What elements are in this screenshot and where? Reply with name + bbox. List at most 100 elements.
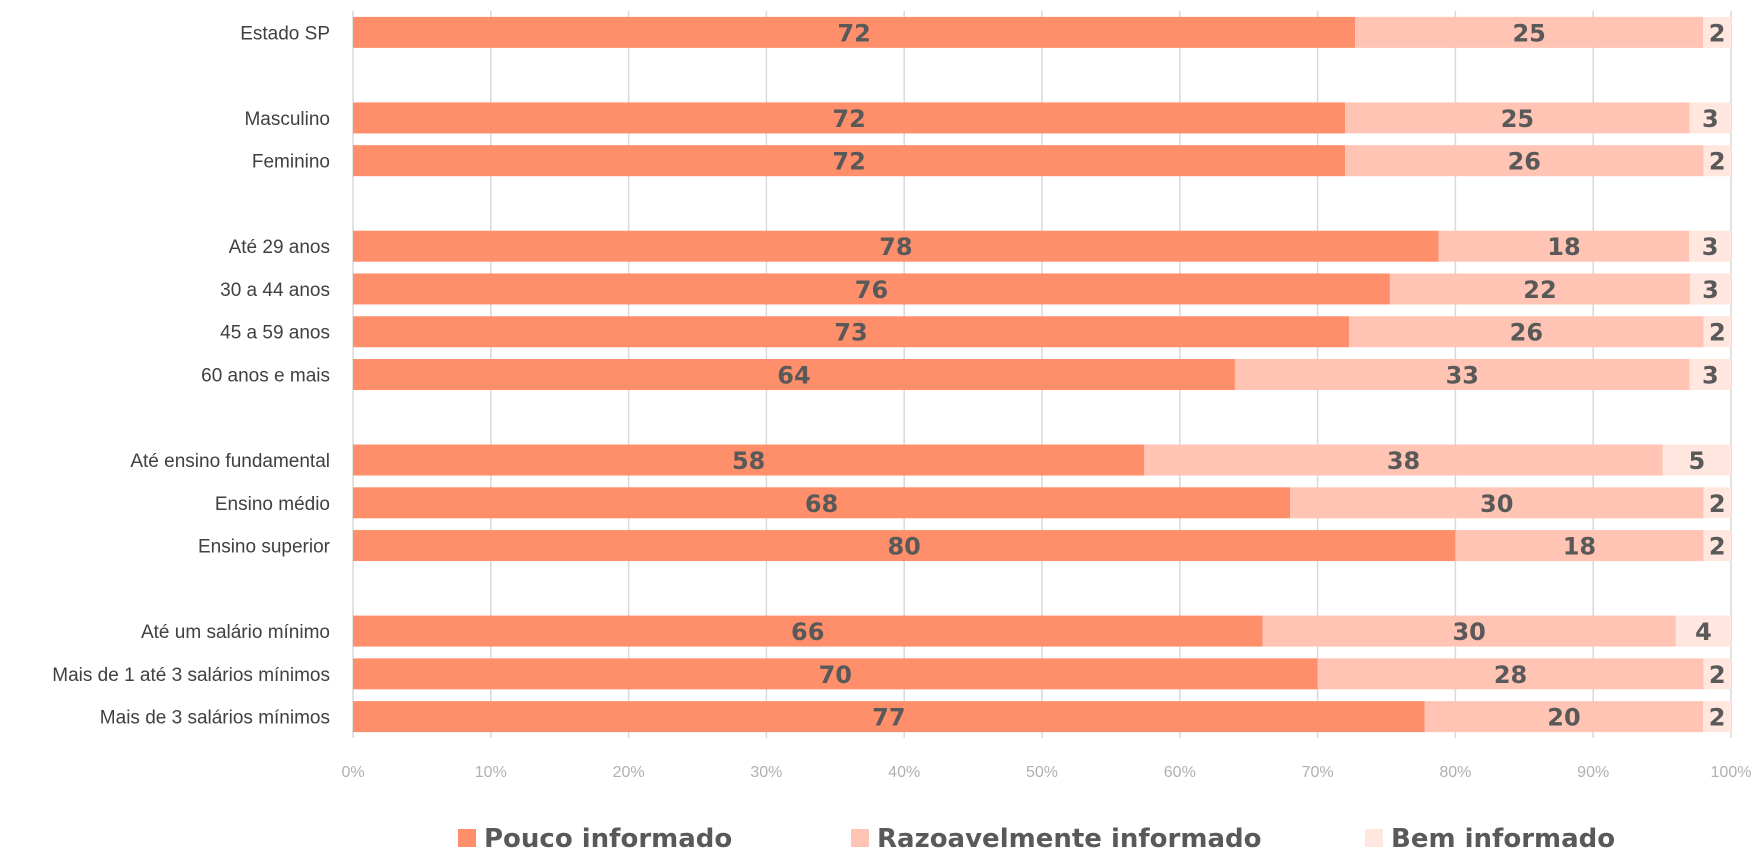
- bar-segment: [353, 359, 1235, 390]
- bar-segment: [1703, 487, 1731, 519]
- data-label: 76: [855, 276, 888, 304]
- data-label: 73: [834, 319, 867, 347]
- bar-segment: [353, 530, 1456, 562]
- legend-label: Razoavelmente informado: [877, 824, 1261, 850]
- bar-segment: [1389, 273, 1691, 305]
- data-label: 2: [1709, 704, 1726, 732]
- x-tick-label: 60%: [1164, 764, 1196, 781]
- bar-segment: [1355, 16, 1704, 48]
- category-label: 30 a 44 anos: [220, 280, 330, 301]
- category-label: Ensino médio: [215, 494, 330, 515]
- bars: 72 25 272 25 372 26 278 18 376 22 373 26 264 33 358 38 5…: [353, 16, 1731, 733]
- bar-segment: [1317, 658, 1704, 690]
- bar-segment: [353, 273, 1390, 305]
- bar-segment: [353, 230, 1439, 262]
- bar-segment: [1348, 316, 1704, 348]
- bar-segment: [353, 487, 1291, 519]
- bar-segment: [1703, 316, 1731, 348]
- x-tick-label: 40%: [888, 764, 920, 781]
- x-tick-label: 20%: [613, 764, 645, 781]
- category-label: Feminino: [252, 152, 330, 173]
- data-label: 68: [805, 490, 838, 518]
- data-label: 26: [1508, 148, 1541, 176]
- x-tick-labels: 0% 10% 20% 30% 40% 50% 60% 70% 80% 90% 100%: [341, 764, 1751, 781]
- bar-segment: [1262, 615, 1676, 647]
- bar-segment: [1455, 530, 1704, 562]
- data-label: 3: [1702, 362, 1719, 390]
- legend-swatch: [851, 829, 869, 847]
- bar-segment: [1690, 273, 1731, 305]
- data-label: 70: [819, 661, 852, 689]
- bar-segment: [353, 658, 1318, 690]
- bar-segment: [1662, 444, 1731, 476]
- bar-segment: [1703, 701, 1731, 733]
- data-label: 2: [1709, 319, 1726, 347]
- bar-segment: [353, 145, 1346, 177]
- x-tick-label: 0%: [341, 764, 364, 781]
- category-label: Ensino superior: [198, 537, 331, 558]
- bar-segment: [353, 102, 1346, 134]
- bar-segment: [1703, 530, 1731, 562]
- legend-label: Pouco informado: [484, 824, 732, 850]
- bar-segment: [353, 316, 1349, 348]
- data-label: 26: [1510, 319, 1543, 347]
- data-label: 33: [1446, 362, 1479, 390]
- data-label: 28: [1494, 661, 1527, 689]
- data-label: 30: [1480, 490, 1513, 518]
- bar-segment: [1234, 359, 1690, 390]
- data-label: 30: [1452, 618, 1485, 646]
- legend-label: Bem informado: [1391, 824, 1615, 850]
- bar-segment: [1424, 701, 1704, 733]
- data-label: 77: [872, 704, 905, 732]
- data-label: 64: [777, 362, 810, 390]
- bar-segment: [353, 444, 1145, 476]
- data-label: 80: [887, 533, 920, 561]
- bar-segment: [353, 701, 1425, 733]
- category-label: 60 anos e mais: [201, 366, 330, 387]
- bar-segment: [1438, 230, 1690, 262]
- data-label: 2: [1709, 19, 1726, 47]
- data-label: 4: [1695, 618, 1712, 646]
- legend-swatch: [1365, 829, 1383, 847]
- bar-segment: [353, 16, 1356, 48]
- data-label: 66: [791, 618, 824, 646]
- bar-segment: [1290, 487, 1704, 519]
- data-label: 2: [1709, 533, 1726, 561]
- bar-segment: [1345, 102, 1690, 134]
- data-label: 3: [1702, 105, 1719, 133]
- category-label: Até 29 anos: [229, 237, 330, 258]
- bar-segment: [1345, 145, 1704, 177]
- data-label: 72: [832, 148, 865, 176]
- data-label: 2: [1709, 490, 1726, 518]
- data-label: 5: [1689, 447, 1706, 475]
- data-label: 25: [1512, 19, 1545, 47]
- x-tick-label: 90%: [1577, 764, 1609, 781]
- x-tick-label: 50%: [1026, 764, 1058, 781]
- legend-swatch: [458, 829, 476, 847]
- data-label: 18: [1563, 533, 1596, 561]
- data-label: 72: [837, 19, 870, 47]
- data-label: 25: [1501, 105, 1534, 133]
- data-label: 20: [1547, 704, 1580, 732]
- bar-segment: [1689, 359, 1731, 390]
- data-label: 22: [1523, 276, 1556, 304]
- bar-segment: [1703, 145, 1731, 177]
- category-label: Mais de 3 salários mínimos: [100, 708, 330, 729]
- category-labels: Estado SP Masculino Feminino Até 29 anos 30 …: [52, 23, 330, 728]
- bar-segment: [1689, 230, 1731, 262]
- category-label: 45 a 59 anos: [220, 323, 330, 344]
- legend: Pouco informado Razoavelmente informado Be…: [458, 824, 1615, 850]
- x-tick-label: 70%: [1302, 764, 1334, 781]
- data-label: 58: [732, 447, 765, 475]
- bar-segment: [1703, 658, 1731, 690]
- x-tick-label: 100%: [1711, 764, 1752, 781]
- data-label: 72: [832, 105, 865, 133]
- data-label: 2: [1709, 148, 1726, 176]
- category-label: Até ensino fundamental: [130, 451, 330, 472]
- bar-segment: [1144, 444, 1663, 476]
- data-label: 2: [1709, 661, 1726, 689]
- data-label: 78: [879, 233, 912, 261]
- bar-segment: [1689, 102, 1731, 134]
- bar-segment: [1675, 615, 1731, 647]
